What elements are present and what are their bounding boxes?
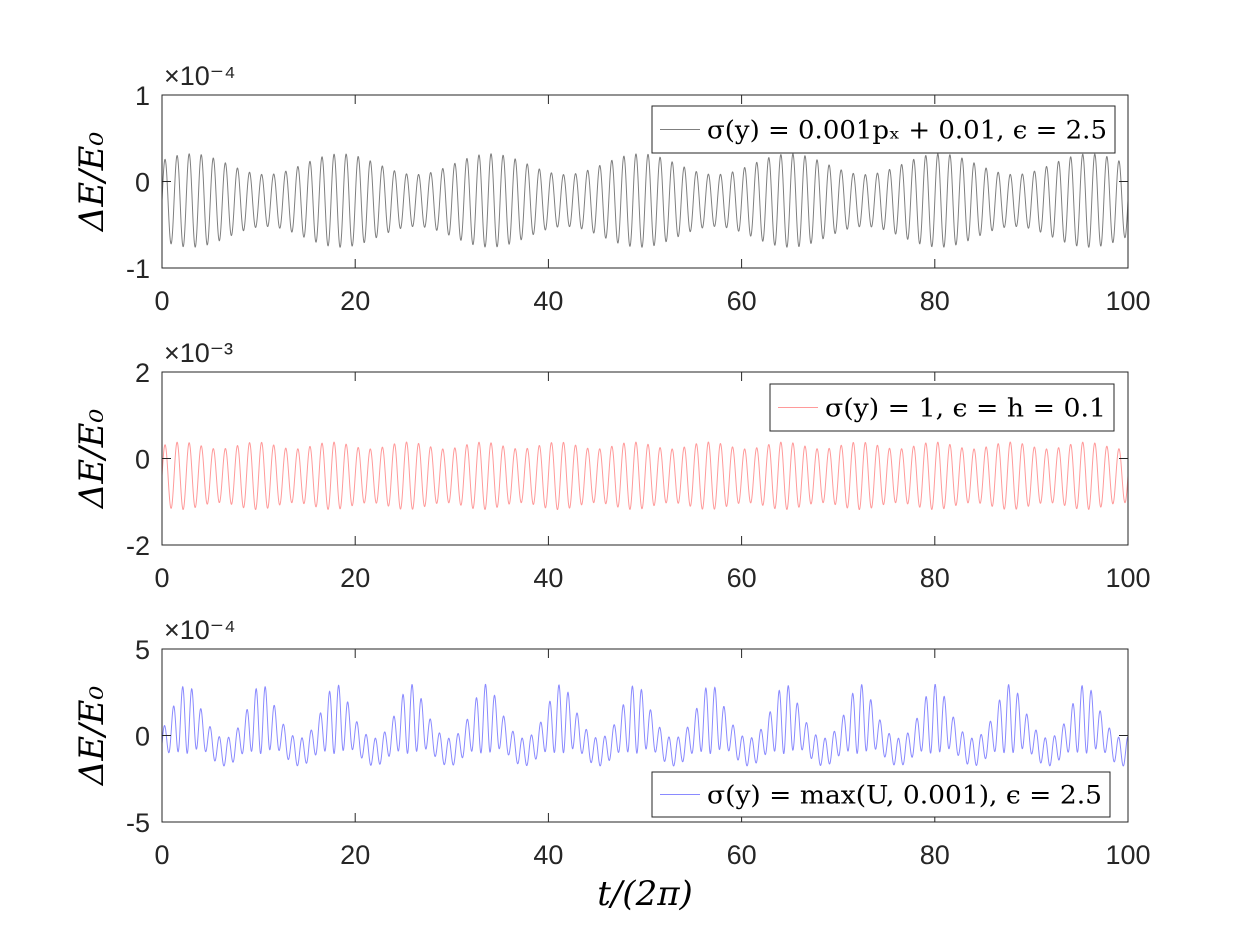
x-tick-label-2-4: 80 [920, 563, 950, 593]
legend-2: σ(y) = 1, ϵ = h = 0.1 [769, 383, 1115, 432]
x-tick-label-1-4: 80 [920, 286, 950, 316]
x-tick-label-3-1: 20 [340, 840, 370, 870]
x-tick-label-2-0: 0 [154, 563, 169, 593]
y-tick-label-3-2: -5 [126, 808, 150, 838]
x-tick-label-1-0: 0 [154, 286, 169, 316]
y-tick-label-1-1: 0 [135, 168, 150, 198]
x-tick-label-1-3: 60 [727, 286, 757, 316]
x-tick-label-1-1: 20 [340, 286, 370, 316]
x-tick-label-2-2: 40 [533, 563, 563, 593]
y-axis-label-3: ΔE/E₀ [72, 685, 112, 787]
x-tick-label-1-2: 40 [533, 286, 563, 316]
legend-label-1: σ(y) = 0.001pₓ + 0.01, ϵ = 2.5 [707, 116, 1107, 145]
y-tick-label-2-1: 0 [135, 445, 150, 475]
series-line-2 [161, 441, 1129, 510]
y-axis-label-2: ΔE/E₀ [72, 408, 112, 510]
y-tick-label-3-0: 5 [135, 635, 150, 665]
y-exponent-label-2: ×10⁻³ [164, 338, 233, 368]
x-tick-label-2-5: 100 [1105, 563, 1150, 593]
y-tick-label-1-2: -1 [126, 254, 150, 284]
x-tick-label-2-3: 60 [727, 563, 757, 593]
x-axis-label: t/(2π) [597, 874, 693, 914]
x-tick-label-1-5: 100 [1105, 286, 1150, 316]
y-exponent-label-3: ×10⁻⁴ [164, 615, 236, 645]
x-tick-label-3-5: 100 [1105, 840, 1150, 870]
y-exponent-label-1: ×10⁻⁴ [164, 61, 236, 91]
series-line-3 [161, 683, 1129, 767]
y-tick-label-2-2: -2 [126, 531, 150, 561]
series-line-1 [161, 153, 1129, 248]
y-axis-label-1: ΔE/E₀ [72, 131, 112, 233]
legend-box-2 [769, 383, 1115, 432]
legend-1: σ(y) = 0.001pₓ + 0.01, ϵ = 2.5 [651, 105, 1116, 154]
legend-3: σ(y) = max(U, 0.001), ϵ = 2.5 [651, 771, 1111, 818]
legend-box-3 [651, 771, 1111, 818]
x-tick-label-3-4: 80 [920, 840, 950, 870]
y-tick-label-2-0: 2 [135, 358, 150, 388]
x-tick-label-3-3: 60 [727, 840, 757, 870]
x-tick-label-3-0: 0 [154, 840, 169, 870]
x-tick-label-2-1: 20 [340, 563, 370, 593]
y-tick-label-3-1: 0 [135, 722, 150, 752]
x-tick-label-3-2: 40 [533, 840, 563, 870]
y-tick-label-1-0: 1 [135, 81, 150, 111]
legend-box-1 [651, 105, 1116, 154]
legend-label-2: σ(y) = 1, ϵ = h = 0.1 [825, 394, 1106, 423]
legend-label-3: σ(y) = max(U, 0.001), ϵ = 2.5 [707, 781, 1102, 810]
